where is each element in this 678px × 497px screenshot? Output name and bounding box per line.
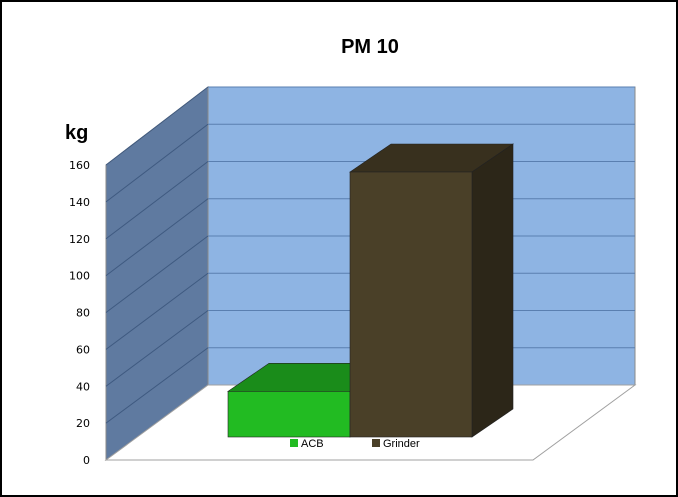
legend-swatch: [372, 439, 380, 447]
y-tick-label: 100: [69, 270, 90, 283]
chart-title: PM 10: [341, 36, 399, 58]
legend-label: Grinder: [383, 438, 420, 450]
y-tick-label: 120: [69, 233, 90, 246]
gridline-side: [105, 235, 209, 313]
gridline-side: [105, 310, 209, 387]
y-tick-label: 140: [69, 196, 90, 209]
gridline-side: [105, 198, 209, 277]
gridline-side: [105, 86, 209, 166]
legend-swatch: [290, 439, 298, 447]
y-tick-label: 0: [83, 454, 90, 467]
y-axis-ticks: 0 20 40 60 80 100 120 140 160: [69, 159, 90, 467]
bars: [227, 143, 514, 438]
gridline-side: [105, 161, 209, 240]
legend: ACB Grinder: [290, 438, 420, 450]
y-tick-label: 160: [69, 159, 90, 172]
bar-side-face: [471, 143, 514, 438]
y-tick-label: 60: [76, 343, 90, 356]
legend-label: ACB: [301, 438, 324, 450]
bar-front-face: [349, 171, 473, 438]
legend-item-grinder: Grinder: [372, 438, 420, 450]
gridline-side: [105, 123, 209, 203]
bar-front-face: [227, 391, 351, 438]
y-axis-unit: kg: [65, 122, 88, 144]
y-tick-label: 40: [76, 380, 90, 393]
y-tick-label: 80: [76, 307, 90, 320]
gridline-side: [105, 272, 209, 350]
bar-grinder: [349, 143, 514, 438]
gridline-side: [105, 347, 209, 424]
y-tick-label: 20: [76, 417, 90, 430]
legend-item-acb: ACB: [290, 438, 324, 450]
